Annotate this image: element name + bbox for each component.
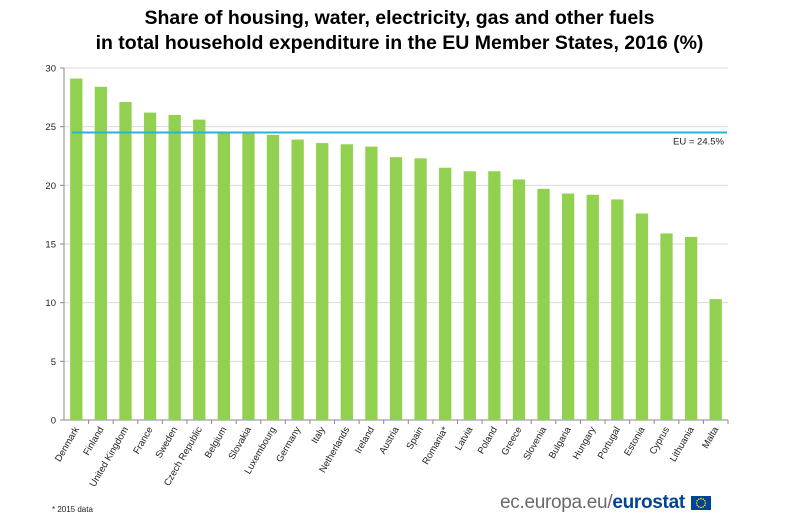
bar bbox=[512, 179, 526, 420]
brand-name: eurostat bbox=[612, 492, 685, 513]
bar bbox=[365, 146, 378, 420]
y-tick-label: 5 bbox=[51, 357, 56, 368]
bar bbox=[389, 157, 403, 420]
y-tick-label: 0 bbox=[51, 416, 56, 427]
x-tick-label: Italy bbox=[310, 425, 328, 446]
bar bbox=[562, 193, 575, 420]
bar bbox=[586, 194, 599, 420]
bar bbox=[316, 143, 329, 421]
x-tick-label: Estonia bbox=[622, 424, 648, 458]
x-tick-label: France bbox=[131, 425, 155, 456]
x-tick-label: Cyprus bbox=[648, 425, 673, 457]
bar bbox=[463, 171, 476, 420]
chart-title-line-2: in total household expenditure in the EU… bbox=[95, 32, 704, 54]
x-tick-label: Denmark bbox=[53, 425, 82, 464]
x-tick-label: Ireland bbox=[353, 425, 377, 456]
bar bbox=[635, 213, 649, 420]
chart-title-line-1: Share of housing, water, electricity, ga… bbox=[144, 7, 655, 29]
footnote: * 2015 data bbox=[52, 505, 93, 514]
x-tick-label: Austria bbox=[377, 424, 402, 456]
bar bbox=[414, 158, 427, 420]
brand-domain: ec.europa.eu/ bbox=[500, 492, 613, 513]
bar bbox=[291, 139, 304, 420]
bar bbox=[168, 114, 181, 420]
y-tick-label: 10 bbox=[45, 298, 56, 309]
x-tick-label: Germany bbox=[274, 425, 303, 465]
x-tick-label: Portugal bbox=[596, 425, 623, 461]
x-tick-label: Finland bbox=[81, 425, 106, 457]
bar bbox=[193, 119, 206, 421]
bar bbox=[660, 233, 673, 420]
x-tick-label: Lithuania bbox=[668, 424, 697, 464]
bar bbox=[242, 132, 255, 421]
bar bbox=[439, 167, 452, 420]
y-tick-label: 20 bbox=[45, 181, 56, 192]
eurostat-brand[interactable]: ec.europa.eu/eurostat bbox=[500, 491, 711, 515]
x-tick-label: Sweden bbox=[154, 425, 181, 460]
bar bbox=[488, 171, 501, 420]
bar bbox=[537, 188, 550, 420]
bar bbox=[340, 144, 353, 420]
eu-average-label: EU = 24.5% bbox=[673, 137, 725, 148]
bar bbox=[143, 112, 157, 420]
x-tick-label: Poland bbox=[476, 425, 500, 456]
bar bbox=[611, 199, 624, 420]
x-tick-label: Malta bbox=[700, 424, 721, 450]
bar bbox=[709, 299, 722, 420]
x-tick-label: Spain bbox=[405, 425, 427, 452]
y-tick-label: 15 bbox=[45, 240, 56, 251]
bar bbox=[94, 86, 108, 421]
x-tick-label: Bulgaria bbox=[547, 424, 574, 460]
x-tick-label: Belgium bbox=[203, 425, 230, 460]
x-tick-label: Greece bbox=[499, 425, 524, 457]
bar bbox=[266, 134, 280, 420]
eu-flag-icon bbox=[690, 496, 711, 510]
bar bbox=[217, 132, 230, 421]
x-tick-label: Slovenia bbox=[521, 424, 549, 462]
bar bbox=[684, 236, 698, 420]
x-tick-label: Hungary bbox=[571, 425, 599, 462]
bar bbox=[70, 78, 83, 420]
bar bbox=[119, 102, 132, 420]
y-tick-label: 30 bbox=[45, 64, 56, 75]
x-tick-label: Latvia bbox=[453, 424, 476, 452]
y-tick-label: 25 bbox=[45, 122, 56, 133]
chart-title: Share of housing, water, electricity, ga… bbox=[0, 6, 799, 56]
